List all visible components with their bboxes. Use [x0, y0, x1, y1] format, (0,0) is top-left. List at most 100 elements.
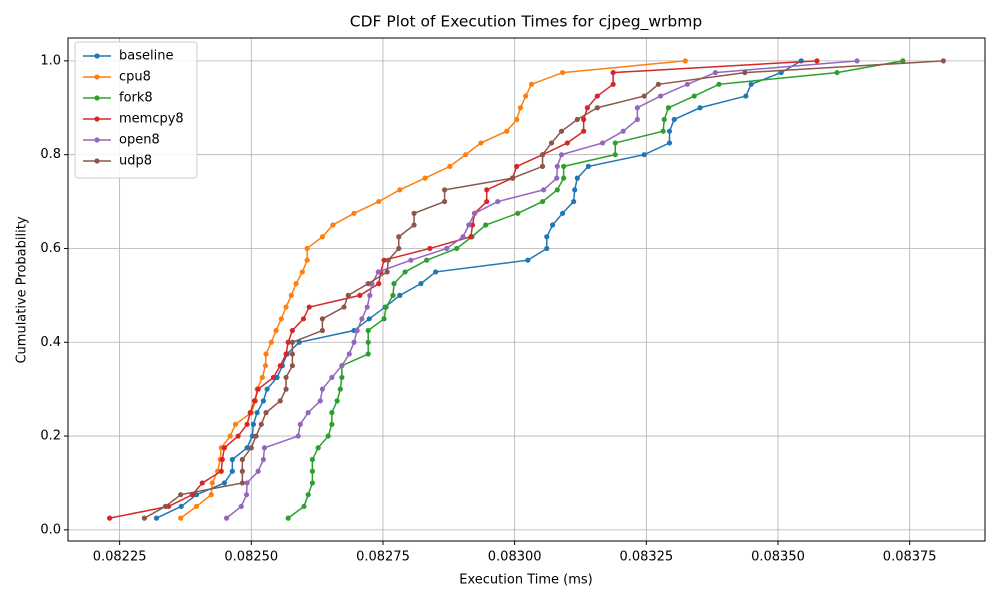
data-point: [283, 351, 289, 357]
data-point: [244, 421, 250, 427]
data-point: [238, 503, 244, 510]
legend-label: baseline: [119, 49, 173, 64]
data-point: [317, 398, 323, 404]
data-point: [612, 140, 618, 146]
data-point: [254, 410, 260, 416]
data-point: [571, 198, 577, 205]
data-point: [329, 421, 335, 427]
data-point: [367, 292, 373, 298]
data-point: [665, 105, 672, 111]
data-point: [295, 433, 301, 439]
data-point: [365, 281, 371, 287]
data-point: [504, 128, 510, 134]
data-point: [232, 421, 239, 427]
data-point: [339, 374, 345, 381]
series-line: [180, 60, 686, 519]
data-point: [357, 292, 363, 298]
data-point: [561, 163, 567, 169]
data-point: [319, 386, 326, 392]
y-tick-label: 0.2: [40, 429, 61, 444]
data-point: [584, 105, 590, 111]
data-point: [141, 515, 147, 521]
data-point: [671, 116, 677, 123]
data-point: [666, 140, 673, 146]
data-point: [854, 58, 860, 64]
data-point: [235, 433, 241, 439]
data-point: [299, 269, 305, 275]
x-tick-label: 0.08375: [883, 550, 937, 565]
legend-label: fork8: [119, 91, 153, 106]
data-point: [273, 327, 279, 334]
data-point: [441, 198, 448, 205]
data-point: [244, 445, 250, 451]
legend-marker: [94, 158, 100, 164]
data-point: [285, 339, 291, 345]
data-point: [364, 304, 370, 310]
data-point: [309, 480, 315, 486]
data-point: [940, 58, 946, 64]
y-tick-label: 1.0: [40, 53, 61, 68]
data-point: [319, 234, 326, 240]
data-point: [612, 152, 618, 158]
data-point: [261, 445, 268, 451]
data-point: [541, 187, 547, 193]
data-point: [422, 175, 428, 181]
data-point: [178, 492, 184, 498]
data-point: [263, 410, 269, 416]
y-tick-label: 0.4: [40, 335, 61, 350]
data-point: [381, 316, 387, 322]
data-point: [341, 304, 347, 310]
data-point: [472, 210, 478, 216]
y-tick-label: 0.8: [40, 147, 61, 162]
data-point: [309, 468, 315, 474]
data-point: [682, 58, 688, 64]
data-point: [574, 175, 580, 181]
data-point: [229, 456, 235, 463]
data-point: [248, 445, 254, 451]
data-point: [539, 198, 546, 205]
data-point: [634, 105, 640, 111]
data-point: [385, 257, 391, 263]
data-point: [270, 374, 277, 381]
legend-label: memcpy8: [119, 112, 184, 127]
data-point: [162, 503, 169, 510]
data-point: [396, 245, 402, 252]
data-point: [585, 163, 591, 169]
x-tick-label: 0.08225: [93, 550, 147, 565]
data-point: [666, 128, 673, 134]
data-point: [301, 503, 307, 510]
data-point: [319, 327, 326, 334]
data-point: [351, 210, 357, 216]
data-point: [283, 304, 289, 310]
data-point: [641, 152, 647, 158]
data-point: [218, 468, 224, 474]
data-point: [244, 480, 250, 486]
data-point: [468, 234, 474, 240]
data-point: [484, 187, 490, 193]
legend-marker: [94, 95, 100, 101]
data-point: [397, 187, 403, 193]
data-point: [283, 374, 289, 381]
data-point: [247, 410, 253, 416]
data-point: [223, 515, 230, 521]
data-point: [289, 351, 295, 357]
data-point: [107, 515, 113, 521]
data-point: [600, 140, 606, 146]
data-point: [239, 468, 245, 474]
data-point: [193, 492, 200, 498]
x-tick-label: 0.08300: [488, 550, 542, 565]
data-point: [376, 198, 382, 205]
data-point: [483, 222, 489, 228]
data-point: [199, 480, 205, 486]
data-point: [572, 187, 578, 193]
data-point: [289, 327, 295, 334]
data-point: [712, 69, 718, 76]
data-point: [610, 81, 616, 87]
x-tick-label: 0.08350: [751, 550, 805, 565]
data-point: [383, 304, 389, 310]
data-point: [408, 257, 414, 263]
data-point: [278, 316, 284, 322]
data-point: [390, 292, 396, 298]
data-point: [250, 421, 257, 427]
data-point: [297, 421, 303, 427]
